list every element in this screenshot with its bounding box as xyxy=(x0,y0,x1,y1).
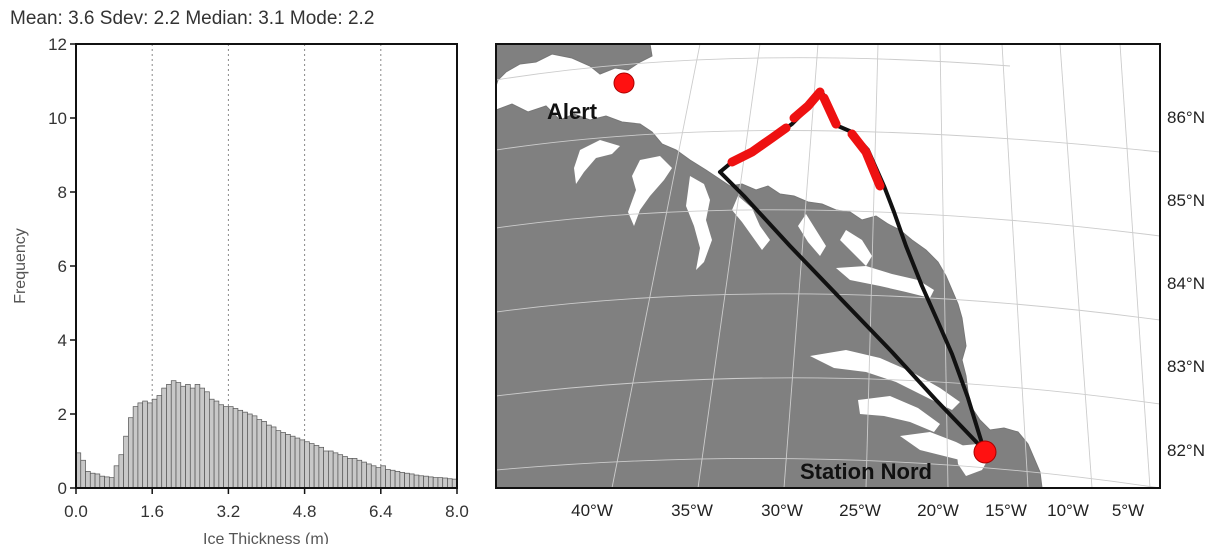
lon-label-15w: 15°W xyxy=(985,501,1027,520)
track-highlight xyxy=(789,87,825,123)
lon-label-10w: 10°W xyxy=(1047,501,1089,520)
ellesmere-land xyxy=(496,44,653,87)
y-tick-label: 6 xyxy=(58,257,67,276)
alert-marker xyxy=(613,72,635,94)
x-tick-label: 8.0 xyxy=(445,502,469,521)
fjord xyxy=(810,350,960,410)
fjord xyxy=(628,156,672,226)
fjord xyxy=(798,214,826,256)
histogram-stats-title: Mean: 3.6 Sdev: 2.2 Median: 3.1 Mode: 2.… xyxy=(10,8,375,29)
fjord xyxy=(686,176,712,270)
x-tick-label: 4.8 xyxy=(293,502,317,521)
fjord xyxy=(574,140,620,184)
lat-label-84: 84°N xyxy=(1167,274,1205,293)
lon-label-30w: 30°W xyxy=(761,501,803,520)
map-frame xyxy=(495,43,1161,489)
fjord xyxy=(858,396,940,432)
x-tick-label: 0.0 xyxy=(64,502,88,521)
alert-label: Alert xyxy=(547,99,598,124)
y-tick-label: 2 xyxy=(58,405,67,424)
lon-label-20w: 20°W xyxy=(917,501,959,520)
longitude-labels: 40°W 35°W 30°W 25°W 20°W 15°W 10°W 5°W xyxy=(571,501,1144,520)
lon-label-40w: 40°W xyxy=(571,501,613,520)
map-area: Alert Station Nord xyxy=(496,44,1160,488)
lat-label-85: 85°N xyxy=(1167,191,1205,210)
y-tick-label: 12 xyxy=(48,35,67,54)
station-nord-marker xyxy=(973,440,997,464)
x-tick-label: 6.4 xyxy=(369,502,393,521)
histogram-y-ticks: 0 2 4 6 8 10 12 xyxy=(48,35,76,498)
x-tick-label: 3.2 xyxy=(217,502,241,521)
track-highlight xyxy=(819,93,841,129)
y-axis-title: Frequency xyxy=(12,228,29,304)
fjord xyxy=(732,196,770,250)
histogram-chart: 0.0 1.6 3.2 4.8 6.4 8.0 0 2 4 6 8 10 12 Ice Thickne… xyxy=(12,35,469,544)
fjord xyxy=(840,230,872,266)
histogram-bars xyxy=(75,380,458,489)
fjord xyxy=(836,266,934,298)
lat-label-82: 82°N xyxy=(1167,441,1205,460)
station-nord-label: Station Nord xyxy=(800,459,932,484)
x-axis-title: Ice Thickness (m) xyxy=(203,531,329,544)
track-highlight xyxy=(847,129,885,191)
lon-label-25w: 25°W xyxy=(839,501,881,520)
y-tick-label: 4 xyxy=(58,331,67,350)
y-tick-label: 8 xyxy=(58,183,67,202)
x-tick-label: 1.6 xyxy=(140,502,164,521)
graticule xyxy=(496,44,1160,488)
track-highlight xyxy=(727,123,791,167)
histogram-x-ticks: 0.0 1.6 3.2 4.8 6.4 8.0 xyxy=(64,488,469,521)
lon-label-5w: 5°W xyxy=(1112,501,1144,520)
y-tick-label: 0 xyxy=(58,479,67,498)
lat-label-83: 83°N xyxy=(1167,357,1205,376)
lon-label-35w: 35°W xyxy=(671,501,713,520)
y-tick-label: 10 xyxy=(48,109,67,128)
lat-label-86: 86°N xyxy=(1167,108,1205,127)
latitude-labels: 86°N 85°N 84°N 83°N 82°N xyxy=(1167,108,1205,460)
flight-track xyxy=(718,87,986,452)
